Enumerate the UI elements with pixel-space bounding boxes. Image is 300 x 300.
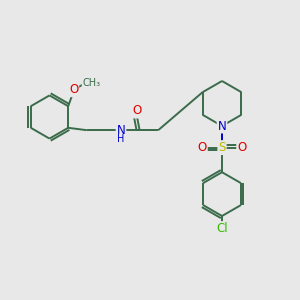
Text: CH₃: CH₃: [82, 78, 101, 88]
Text: O: O: [237, 141, 246, 154]
Text: S: S: [218, 141, 226, 154]
Text: H: H: [117, 134, 125, 144]
Text: O: O: [69, 83, 78, 96]
Text: Cl: Cl: [216, 222, 228, 235]
Text: N: N: [218, 119, 226, 133]
Text: N: N: [117, 124, 125, 137]
Text: O: O: [198, 141, 207, 154]
Text: O: O: [132, 104, 141, 118]
